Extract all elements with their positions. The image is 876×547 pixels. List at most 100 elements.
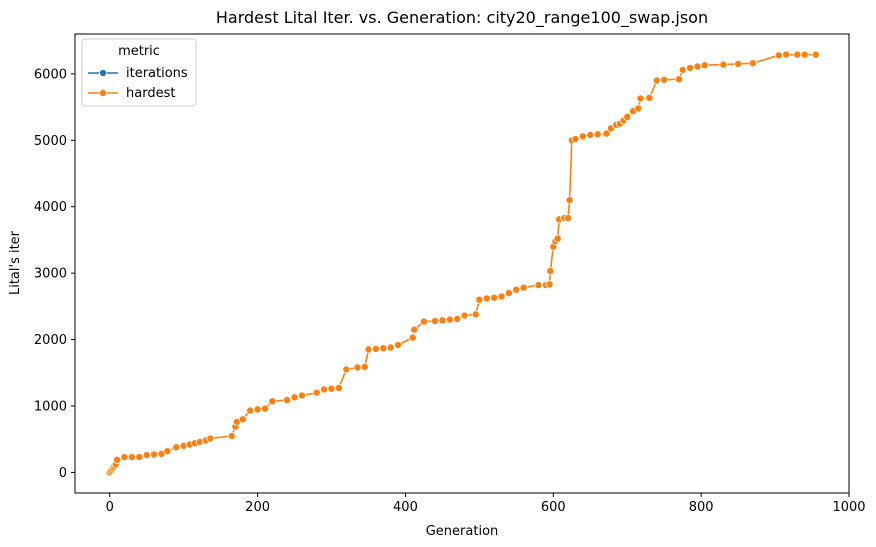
data-point [394,340,403,349]
legend-label-hardest: hardest [126,86,175,101]
data-point [719,60,728,69]
x-tick-label: 1000 [832,500,865,515]
data-point [246,406,255,415]
x-tick-label: 0 [106,500,114,515]
y-tick-label: 5000 [34,134,67,149]
data-point [634,104,643,113]
data-point [504,289,513,298]
y-tick-label: 6000 [34,67,67,82]
legend-entry-iterations: iterations [88,66,188,81]
data-point [227,431,236,440]
legend: metric iterations hardest [81,38,197,107]
data-point [453,314,462,323]
data-point [419,317,428,326]
data-point [678,65,687,74]
data-point [645,93,654,102]
data-point [553,234,562,243]
data-point [113,455,122,464]
data-point [268,397,277,406]
data-point [546,267,555,276]
data-point [623,113,632,122]
data-point [519,283,528,292]
data-point [163,447,172,456]
x-tick-label: 400 [393,500,418,515]
data-point [386,343,395,352]
legend-box [81,38,197,107]
data-point [371,344,380,353]
legend-marker-hardest [99,89,108,98]
data-point [734,59,743,68]
data-point [811,50,820,59]
data-point [297,391,306,400]
y-tick-label: 1000 [34,399,67,414]
data-point [142,451,151,460]
legend-entry-hardest: hardest [88,86,175,101]
x-tick-label: 800 [689,500,714,515]
data-point [290,393,299,402]
legend-label-iterations: iterations [126,66,188,81]
data-point [652,76,661,85]
data-point [660,75,669,84]
data-point [120,453,129,462]
data-point [475,295,484,304]
x-tick-label: 600 [541,500,566,515]
data-point [408,333,417,342]
data-point [471,310,480,319]
data-point [353,363,362,372]
y-tick-label: 0 [59,466,67,481]
x-tick-label: 200 [245,500,270,515]
data-point [172,443,181,452]
data-point [364,345,373,354]
data-point [327,384,336,393]
data-point [586,130,595,139]
data-point [334,383,343,392]
data-point [602,129,611,138]
x-axis-label: Generation [426,524,499,539]
y-tick-label: 3000 [34,267,67,282]
data-point [135,453,144,462]
y-tick-label: 4000 [34,200,67,215]
data-point [545,280,554,289]
y-tick-label: 2000 [34,333,67,348]
data-point [793,50,802,59]
data-point [342,365,351,374]
y-axis: 0 1000 2000 3000 4000 5000 6000 [34,67,75,481]
data-point [430,316,439,325]
data-point [206,434,215,443]
data-point [445,315,454,324]
data-point [512,285,521,294]
data-point [700,61,709,70]
data-point [497,292,506,301]
data-point [565,196,574,205]
data-point [564,213,573,222]
data-point [283,395,292,404]
data-point [438,316,447,325]
data-point [800,50,809,59]
data-point [410,325,419,334]
x-axis: 0 200 400 600 800 1000 [106,493,866,515]
data-point [748,59,757,68]
data-point [782,50,791,59]
data-point [253,405,262,414]
data-point [490,293,499,302]
legend-marker-iterations [99,69,108,78]
chart-title: Hardest Lital Iter. vs. Generation: city… [216,8,708,28]
data-point [686,63,695,72]
data-point [260,404,269,413]
data-point [379,344,388,353]
data-point [693,62,702,71]
data-point [312,388,321,397]
data-point [675,75,684,84]
data-point [636,94,645,103]
data-point [238,415,247,424]
data-point [127,453,136,462]
plot-frame [74,33,850,494]
legend-title: metric [118,44,160,59]
data-point [360,362,369,371]
data-point [774,51,783,60]
data-point [460,311,469,320]
data-point [578,132,587,141]
y-axis-label: Lital's iter [8,230,23,295]
data-point [150,450,159,459]
